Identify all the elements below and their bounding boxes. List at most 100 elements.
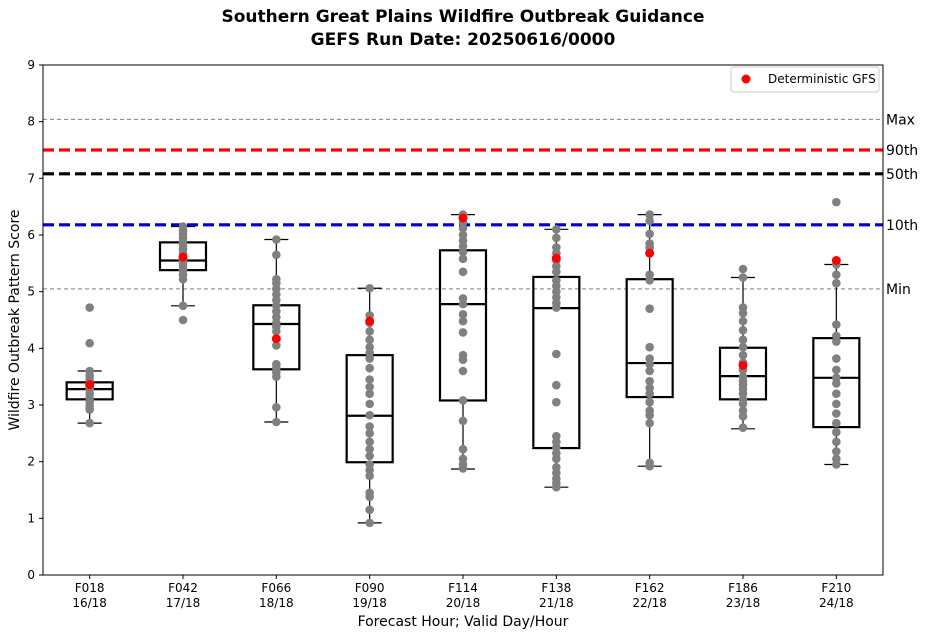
member-point — [178, 301, 188, 311]
member-point — [738, 264, 748, 274]
deterministic-point — [271, 334, 281, 344]
y-tick-label: 3 — [27, 398, 35, 412]
member-point — [85, 418, 94, 428]
member-point — [552, 267, 561, 277]
member-point — [552, 349, 561, 359]
member-point — [365, 429, 374, 438]
x-tick-label-valid: 18/18 — [259, 596, 294, 610]
x-tick-label-valid: 22/18 — [632, 596, 667, 610]
member-point — [832, 278, 841, 288]
y-tick-label: 2 — [27, 455, 35, 469]
member-point — [458, 355, 468, 364]
chart-subtitle: GEFS Run Date: 20250616/0000 — [311, 30, 616, 50]
member-point — [832, 447, 841, 456]
y-tick-label: 5 — [27, 285, 35, 299]
deterministic-point — [85, 380, 95, 390]
member-point — [832, 337, 841, 346]
member-point — [832, 270, 841, 279]
member-point — [458, 254, 468, 264]
member-point — [458, 328, 468, 337]
member-point — [272, 235, 281, 244]
member-point — [365, 518, 374, 528]
x-tick-label-hour: F042 — [168, 581, 198, 595]
y-tick-label: 9 — [27, 58, 35, 72]
member-point — [85, 303, 94, 312]
x-tick-label-hour: F210 — [821, 581, 851, 595]
member-point — [552, 303, 561, 312]
legend-deterministic-label: Deterministic GFS — [768, 72, 876, 86]
member-point — [645, 304, 654, 313]
member-point — [365, 382, 374, 392]
member-point — [365, 327, 374, 336]
x-tick-label-valid: 23/18 — [726, 596, 761, 610]
member-point — [645, 229, 654, 239]
member-point — [458, 464, 468, 473]
member-point — [645, 397, 654, 407]
member-point — [832, 409, 841, 418]
deterministic-point — [645, 248, 655, 258]
reference-label-50th: 50th — [886, 167, 918, 183]
member-point — [645, 216, 654, 226]
member-point — [458, 396, 468, 405]
deterministic-point — [551, 253, 561, 263]
reference-label-10th: 10th — [886, 218, 918, 234]
member-point — [272, 402, 281, 412]
member-point — [365, 505, 374, 515]
member-point — [645, 376, 654, 386]
ensemble-members — [85, 197, 841, 528]
member-point — [738, 412, 748, 421]
legend-deterministic-marker — [741, 74, 751, 84]
member-point — [458, 366, 468, 376]
x-tick-label-valid: 19/18 — [352, 596, 387, 610]
deterministic-point — [738, 360, 748, 370]
member-point — [552, 380, 561, 390]
member-point — [458, 223, 468, 233]
member-point — [85, 338, 94, 348]
member-point — [738, 325, 748, 335]
member-point — [645, 461, 654, 471]
member-point — [272, 250, 281, 260]
y-tick-label: 7 — [27, 171, 35, 185]
x-axis-label: Forecast Hour; Valid Day/Hour — [358, 614, 569, 630]
x-tick-label-hour: F114 — [448, 581, 478, 595]
member-point — [645, 410, 654, 420]
member-point — [458, 310, 468, 319]
deterministic-point — [831, 256, 841, 265]
member-point — [832, 365, 841, 375]
member-point — [552, 225, 561, 234]
member-point — [832, 427, 841, 437]
y-tick-label: 4 — [27, 341, 35, 355]
member-point — [365, 375, 374, 384]
member-point — [458, 267, 468, 277]
member-point — [738, 335, 748, 345]
member-point — [832, 460, 841, 469]
member-point — [365, 283, 374, 293]
member-point — [645, 359, 654, 369]
member-point — [738, 273, 748, 282]
member-point — [738, 350, 748, 360]
member-point — [365, 451, 374, 461]
y-tick-label: 6 — [27, 228, 35, 242]
deterministic-point — [458, 213, 468, 223]
chart-title: Southern Great Plains Wildfire Outbreak … — [222, 7, 705, 27]
member-point — [832, 320, 841, 329]
member-point — [832, 354, 841, 363]
deterministic-point — [178, 252, 188, 262]
member-point — [645, 389, 654, 398]
member-point — [458, 247, 468, 257]
x-tick-label-hour: F138 — [541, 581, 571, 595]
y-tick-label: 8 — [27, 115, 35, 129]
y-tick-label: 1 — [27, 511, 35, 525]
y-axis-label: Wildfire Outbreak Pattern Score — [7, 209, 23, 430]
x-tick-label-valid: 16/18 — [72, 596, 107, 610]
deterministic-points — [85, 213, 841, 390]
member-point — [365, 422, 374, 431]
member-point — [738, 308, 748, 318]
member-point — [365, 410, 374, 420]
deterministic-point — [365, 316, 375, 326]
member-point — [832, 418, 841, 428]
member-point — [832, 389, 841, 398]
member-point — [365, 335, 374, 345]
